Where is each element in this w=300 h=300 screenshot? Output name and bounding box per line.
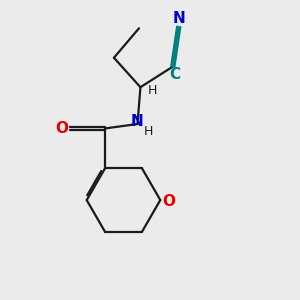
Text: N: N [172, 11, 185, 26]
Text: C: C [169, 67, 181, 82]
Text: H: H [148, 84, 158, 97]
Text: O: O [55, 121, 68, 136]
Text: O: O [162, 194, 175, 209]
Text: H: H [144, 125, 153, 138]
Text: N: N [131, 114, 144, 129]
